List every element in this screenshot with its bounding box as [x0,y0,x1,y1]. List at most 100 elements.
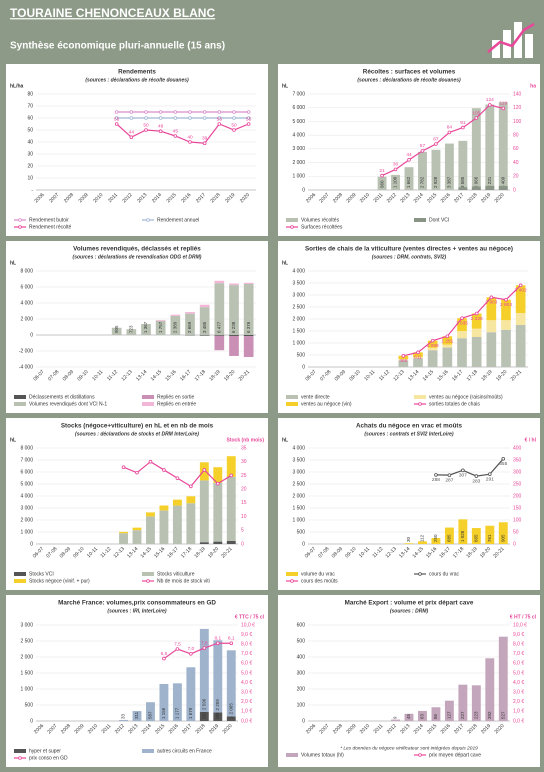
value-label: 960 [379,180,384,188]
y-tick-label: 500 [297,352,306,358]
value-label: 1 757 [158,321,163,333]
point [188,140,192,144]
bar [243,282,254,284]
panel [6,595,268,767]
bar [442,336,453,345]
y2-tick-label: 0,0 € [513,718,524,724]
y-tick-label: 1 500 [20,670,33,676]
bar [413,352,423,357]
y-tick-label: 0 [302,364,305,370]
point [434,142,438,146]
value-label: 33 [121,713,126,719]
bar [442,344,453,348]
y-axis-label: hL [10,260,16,266]
legend-label: ventes au négoce (raisins/moûts) [429,394,503,400]
bar [498,102,508,190]
legend-swatch [14,749,26,753]
value-label: 3 585 [460,176,465,188]
point [216,641,220,646]
bar [413,358,423,367]
bar [501,320,511,330]
value-label: 112 [420,534,425,542]
y-tick-label: 2 000 [20,654,33,660]
bar [515,285,526,313]
panel [6,418,268,590]
legend-swatch [418,753,422,757]
bar [243,336,254,357]
value-label: 67 [433,136,439,142]
y2-tick-label: 0 [513,187,516,193]
bar [515,313,526,325]
y-tick-label: 3 000 [20,622,33,628]
panel [278,418,540,590]
value-label: 2 803 [500,302,512,308]
point [144,110,148,114]
bar [485,104,495,190]
value-label: 9 [393,716,398,719]
point [420,149,425,153]
bar [404,167,414,190]
point [487,472,492,476]
legend-swatch [286,402,298,406]
value-label: 291 [486,476,494,482]
bar [243,283,254,335]
value-label: 6,5 [161,651,168,657]
bar [486,297,497,321]
bar [132,711,142,721]
bar [119,719,128,721]
y-tick-label: 0 [302,718,305,724]
y-tick-label: 2 000 [20,316,33,322]
value-label: 761 [487,534,492,542]
y-tick-label: 2 000 [292,493,305,499]
value-label: 49 [158,123,164,129]
bar [458,519,468,544]
bar [418,151,427,190]
y2-tick-label: 10,0 € [513,622,527,628]
y-tick-label: 20 [27,163,33,169]
value-label: 3 485 [202,321,207,333]
point [474,474,479,478]
y-axis-label: hL/ha [10,83,24,89]
point [232,110,236,114]
y-axis-label: hL [282,437,288,443]
legend-label: cours du vrac [429,571,460,577]
value-label: 611 [414,355,422,361]
bar [214,283,225,335]
value-label: 1 679 [188,707,193,719]
value-label: 5 966 [474,176,479,188]
y-tick-label: 3 000 [20,505,33,511]
legend-label: prix conso en GD [29,755,68,761]
bar [159,505,169,511]
legend-swatch [18,756,22,760]
value-label: 7,5 [174,641,181,647]
value-label: 7,6 [201,640,208,646]
legend-swatch [14,395,26,399]
bar [444,527,454,544]
legend-label: autres circuits en France [157,748,212,754]
legend-swatch [14,572,26,576]
bar [457,338,467,367]
panel [6,64,268,236]
bar [471,186,481,190]
bar [442,347,453,367]
y-tick-label: 30 [27,151,33,157]
bar [226,541,236,544]
y-tick-label: 4 000 [20,493,33,499]
bar [404,543,414,544]
value-label: 2 669 [187,321,192,333]
chart-source: (sources : DRM, contrats, SVI2) [372,254,447,260]
value-label: 250 [433,534,438,542]
point [175,476,180,480]
y-tick-label: 3 500 [292,280,305,286]
point [474,311,479,316]
y2-tick-label: 10 [241,514,247,520]
value-label: 6 238 [231,321,236,333]
bar [391,719,400,721]
value-label: 40 [187,134,193,140]
y-tick-label: 1 000 [292,174,305,180]
bar [444,700,454,721]
y-axis-label: hL [10,437,16,443]
point [461,468,465,473]
bar [186,503,196,544]
y2-tick-label: 7,0 € [241,651,252,657]
